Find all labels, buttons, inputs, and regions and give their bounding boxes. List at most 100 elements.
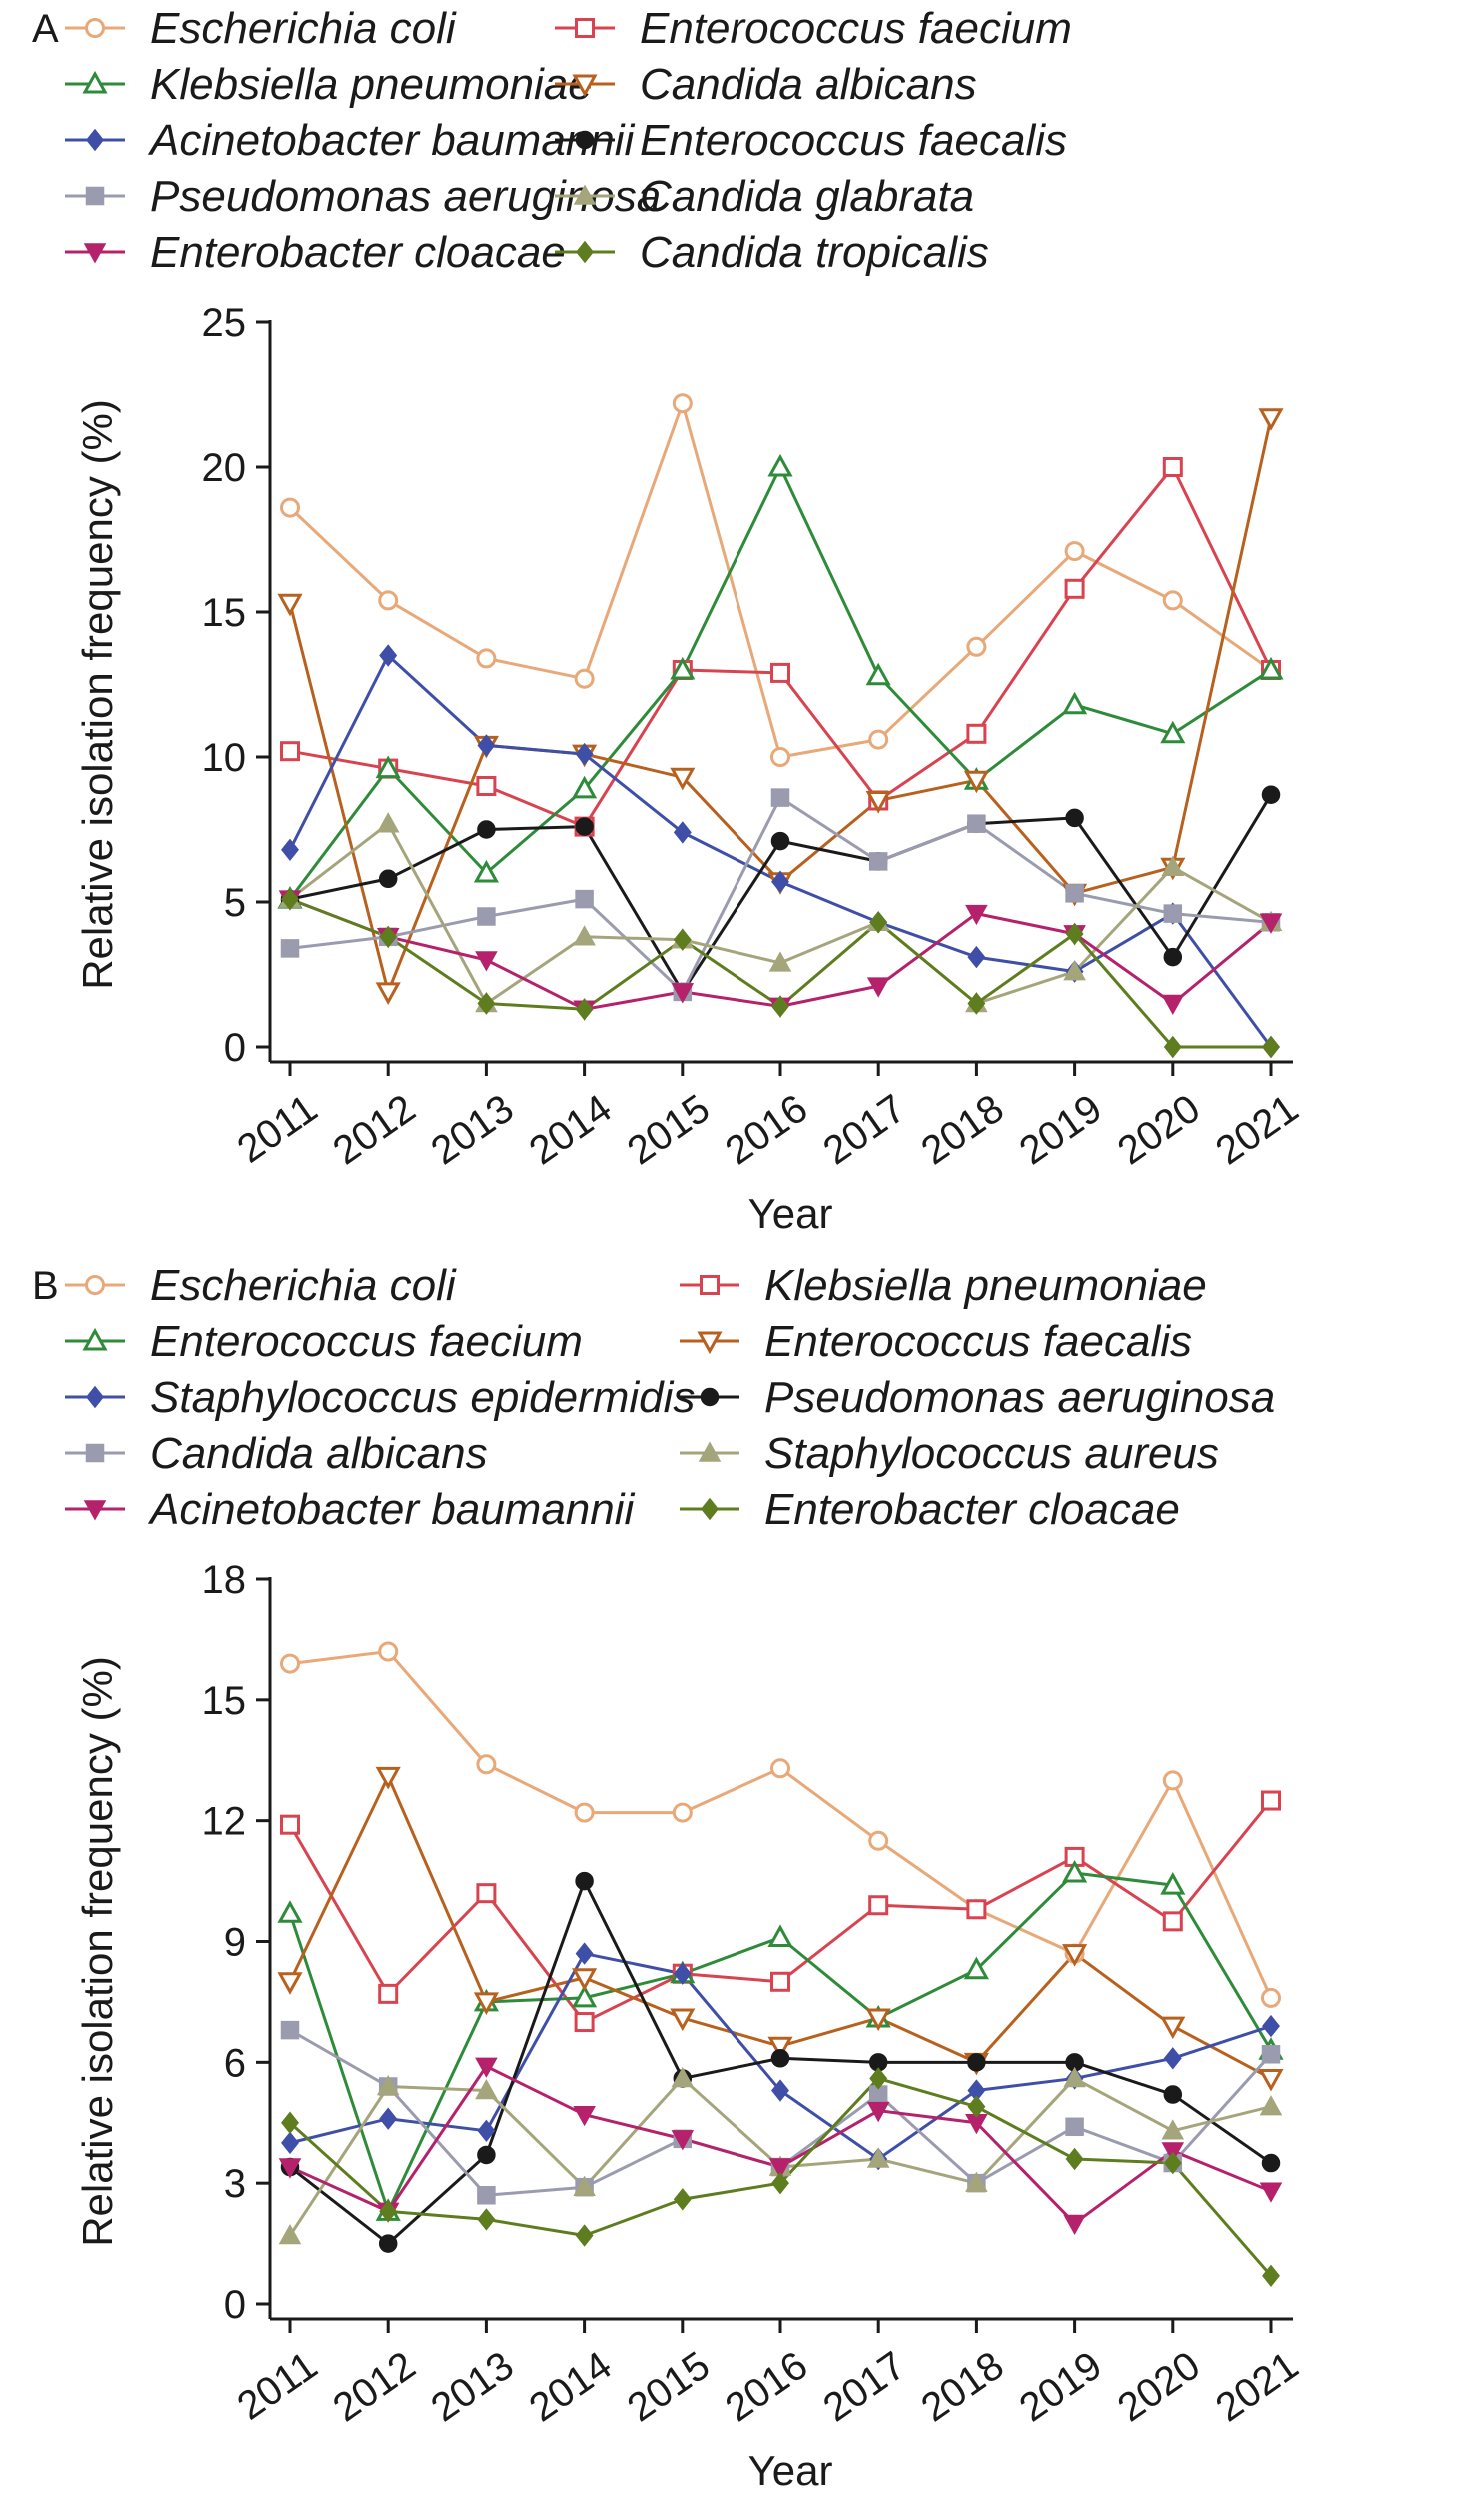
data-point <box>967 2053 986 2072</box>
data-point <box>1162 457 1183 477</box>
data-point <box>770 1758 790 1779</box>
panel-a-chart: A Escherichia coli Enterococcus faecium Kle… <box>0 0 1475 1258</box>
data-point <box>1065 922 1084 946</box>
data-point <box>376 812 400 833</box>
data-point <box>1258 2068 1284 2092</box>
legend-swatch-marker <box>701 1497 719 1521</box>
data-point <box>967 814 986 833</box>
data-point <box>1163 1035 1182 1059</box>
data-point <box>281 887 299 911</box>
data-point <box>670 767 696 791</box>
data-point <box>1062 691 1088 715</box>
data-point <box>966 636 987 657</box>
x-tick-label: 2014 <box>522 1086 620 1173</box>
data-point <box>477 820 496 839</box>
legend-swatch-marker <box>82 70 108 94</box>
data-point <box>770 1971 790 1992</box>
data-point <box>280 1814 300 1835</box>
legend-item-candida-albicans: Candida albicans <box>555 60 977 109</box>
legend-item-enterococcus-faecalis: Enterococcus faecalis <box>680 1317 1192 1366</box>
legend-label: Acinetobacter baumannii <box>147 1485 636 1534</box>
data-point <box>869 2067 888 2090</box>
series-points-candida-tropicalis <box>281 887 1280 1059</box>
legend-swatch-marker <box>575 130 595 150</box>
data-point <box>277 1900 303 1923</box>
data-point <box>573 925 596 946</box>
data-point <box>966 723 987 744</box>
data-point <box>767 2036 793 2060</box>
data-point <box>281 2131 299 2155</box>
data-point <box>670 2008 696 2032</box>
data-point <box>868 1895 889 1916</box>
x-axis-title: Year <box>748 2447 833 2494</box>
legend-swatch-marker <box>83 243 107 264</box>
data-point <box>475 951 498 972</box>
legend-label: Candida tropicalis <box>640 228 989 277</box>
data-point <box>1065 2147 1084 2171</box>
data-point <box>967 2095 986 2118</box>
legend-swatch-marker <box>573 184 597 205</box>
data-point <box>1259 2182 1283 2203</box>
data-point <box>1162 590 1183 611</box>
legend-item-escherichia-coli: Escherichia coli <box>65 1261 457 1310</box>
x-tick-label: 2019 <box>1012 2343 1110 2430</box>
legend-label: Enterococcus faecium <box>150 1317 583 1366</box>
data-point <box>963 770 989 794</box>
y-tick-label: 0 <box>224 2283 246 2327</box>
data-point <box>1261 1987 1281 2008</box>
data-point <box>770 747 790 767</box>
legend-label: Enterococcus faecalis <box>640 116 1067 165</box>
data-point <box>965 2171 988 2192</box>
data-point <box>378 590 399 611</box>
data-point <box>1065 808 1084 828</box>
data-point <box>572 1984 598 2008</box>
data-point <box>376 2074 400 2096</box>
data-point <box>1162 1770 1183 1791</box>
data-point <box>475 2057 498 2078</box>
data-point <box>476 776 497 796</box>
data-point <box>673 928 692 951</box>
data-point <box>572 1968 598 1991</box>
data-point <box>473 859 499 883</box>
legend-item-klebsiella-pneumoniae: Klebsiella pneumoniae <box>680 1261 1207 1310</box>
data-point <box>768 2158 792 2179</box>
data-point <box>1064 541 1085 562</box>
x-tick-label: 2020 <box>1110 1086 1208 1173</box>
data-point <box>575 1871 594 1891</box>
legend-label: Enterobacter cloacae <box>764 1485 1180 1534</box>
data-point <box>379 2200 398 2223</box>
x-axis-title: Year <box>748 1190 833 1237</box>
data-point <box>280 1653 300 1674</box>
data-point <box>966 1899 987 1920</box>
x-tick-label: 2018 <box>913 2343 1011 2430</box>
data-point <box>281 2111 299 2134</box>
panel-b-plot-area <box>277 1641 1284 2288</box>
y-tick-label: 6 <box>224 2041 246 2085</box>
data-point <box>1063 2214 1086 2235</box>
legend-swatch-marker <box>85 18 105 38</box>
legend-swatch-marker <box>575 18 595 38</box>
data-point <box>1163 2151 1182 2175</box>
data-point <box>868 1830 889 1851</box>
panel-b-chart: B Escherichia coli Klebsiella pneumoniae En… <box>0 1258 1475 2515</box>
data-point <box>1261 1790 1281 1811</box>
legend-swatch-marker <box>86 1385 104 1409</box>
legend-item-enterobacter-cloacae: Enterobacter cloacae <box>680 1485 1180 1534</box>
data-point <box>1161 855 1185 876</box>
series-line-candida-albicans <box>288 417 1273 994</box>
x-tick-label: 2011 <box>230 2343 326 2428</box>
panel-b-svg: B Escherichia coli Klebsiella pneumoniae En… <box>32 1261 1306 2494</box>
data-point <box>1258 408 1284 431</box>
data-point <box>281 838 299 862</box>
x-tick-label: 2016 <box>718 1086 815 1173</box>
legend-item-staphylococcus-aureus: Staphylococcus aureus <box>680 1429 1219 1478</box>
data-point <box>1163 947 1183 967</box>
data-point <box>575 1942 594 1965</box>
data-point <box>771 995 789 1018</box>
data-point <box>378 2234 398 2253</box>
y-axis-title: Relative isolation frequency (%) <box>74 399 121 990</box>
data-point <box>1063 960 1086 981</box>
legend-swatch-marker <box>700 1387 720 1407</box>
data-point <box>670 656 696 680</box>
